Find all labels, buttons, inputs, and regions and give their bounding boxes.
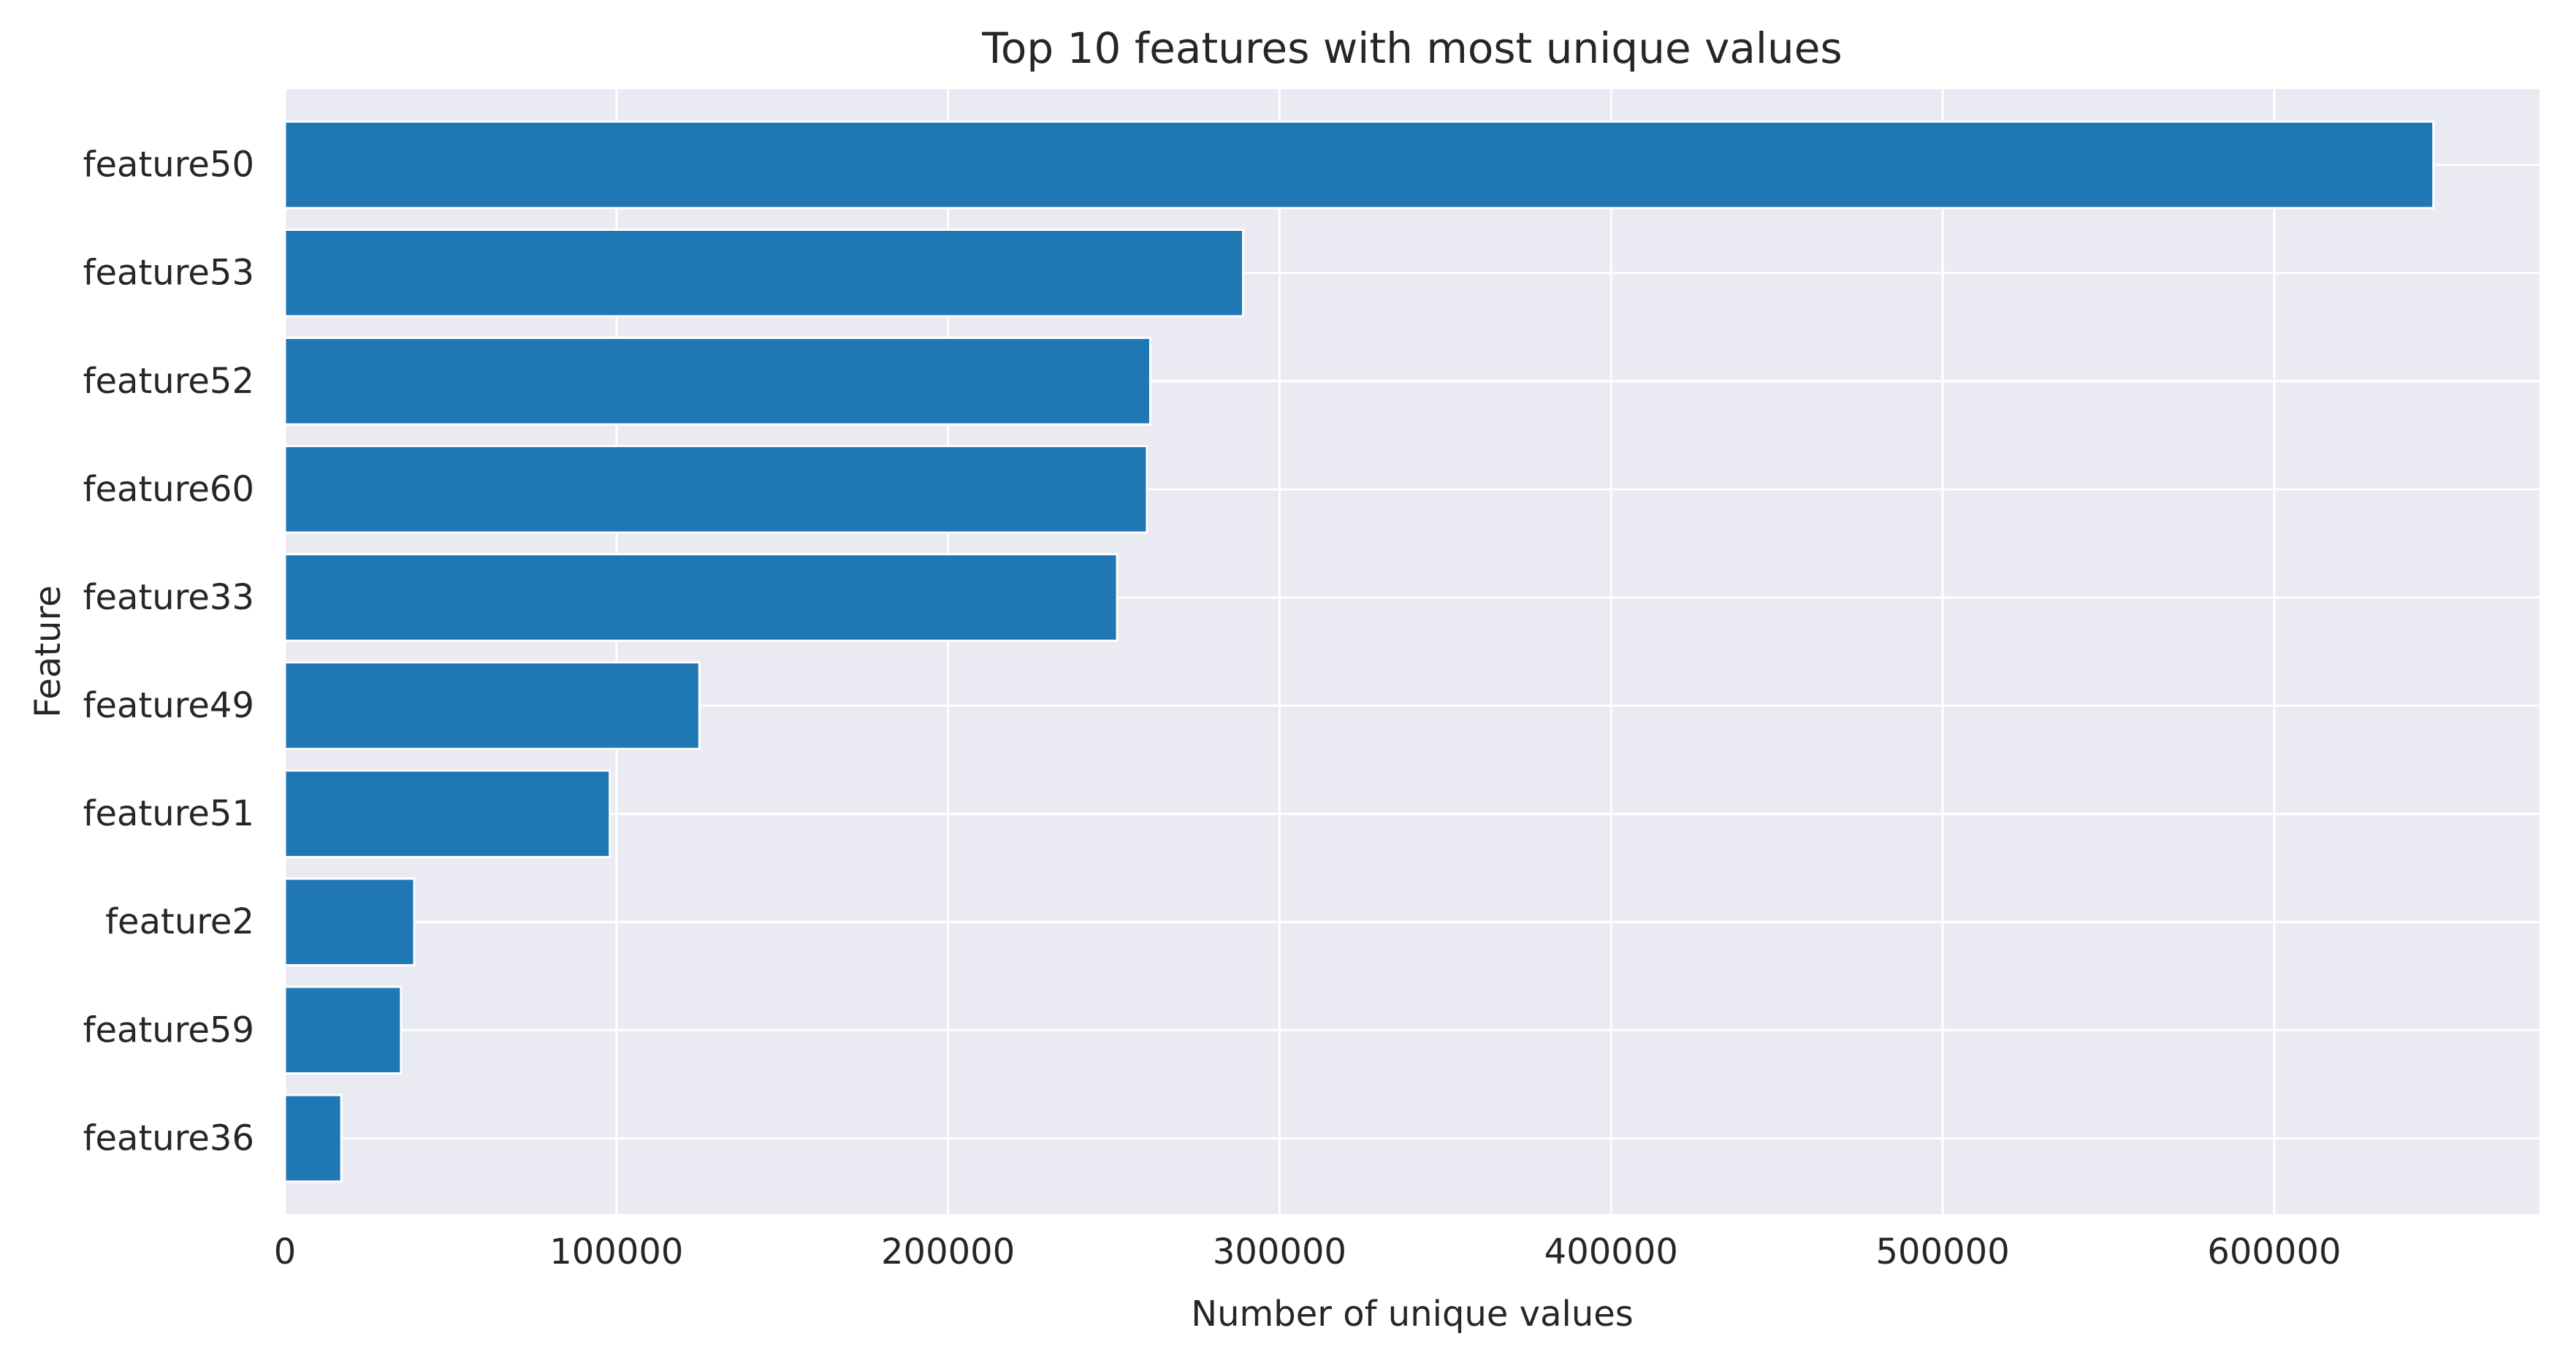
x-tick-label: 0	[274, 1232, 297, 1272]
x-axis-label: Number of unique values	[1191, 1294, 1634, 1335]
bar-feature53	[283, 229, 1245, 318]
bar-feature60	[283, 445, 1148, 534]
x-tick-labels: 0 100000 200000 300000 400000 500000 600000	[274, 1232, 2341, 1272]
bars	[283, 120, 2435, 1183]
x-tick-label: 500000	[1876, 1232, 2010, 1272]
y-tick-label: feature53	[83, 253, 254, 294]
y-tick-label: feature33	[83, 577, 254, 618]
y-tick-label: feature59	[83, 1009, 254, 1050]
y-axis-label: Feature	[28, 585, 69, 717]
bar-feature50	[283, 120, 2435, 210]
bar-feature2	[283, 877, 416, 966]
y-tick-label: feature51	[83, 793, 254, 834]
y-tick-label: feature49	[83, 685, 254, 726]
x-tick-label: 200000	[881, 1232, 1015, 1272]
bar-feature33	[283, 553, 1119, 642]
y-tick-label: feature2	[105, 901, 254, 942]
y-tick-label: feature36	[83, 1118, 254, 1158]
x-tick-label: 400000	[1544, 1232, 1678, 1272]
y-tick-label: feature52	[83, 361, 254, 402]
x-tick-label: 300000	[1213, 1232, 1346, 1272]
bar-feature36	[283, 1093, 343, 1183]
y-tick-labels: feature50 feature53 feature52 feature60 feat…	[83, 145, 254, 1159]
bar-feature52	[283, 337, 1151, 426]
bar-feature49	[283, 661, 701, 750]
bar-feature51	[283, 769, 611, 858]
y-tick-label: feature50	[83, 145, 254, 186]
chart-title: Top 10 features with most unique values	[981, 23, 1842, 73]
x-tick-label: 600000	[2207, 1232, 2341, 1272]
x-tick-label: 100000	[549, 1232, 683, 1272]
bar-feature59	[283, 985, 403, 1074]
y-tick-label: feature60	[83, 469, 254, 510]
